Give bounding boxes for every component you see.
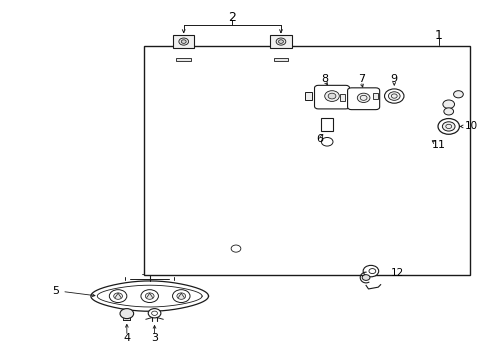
Circle shape <box>179 38 188 45</box>
Bar <box>340 94 345 102</box>
Text: 7: 7 <box>357 74 364 84</box>
Circle shape <box>384 89 403 103</box>
Text: 11: 11 <box>431 140 445 150</box>
Bar <box>173 35 194 48</box>
Text: 5: 5 <box>52 287 59 296</box>
Bar <box>143 46 468 275</box>
Circle shape <box>387 92 399 100</box>
Bar <box>372 93 377 99</box>
Circle shape <box>321 138 332 146</box>
Text: 3: 3 <box>151 333 158 343</box>
Circle shape <box>278 40 283 43</box>
Circle shape <box>327 93 335 99</box>
Circle shape <box>437 118 458 134</box>
Text: 2: 2 <box>228 11 236 24</box>
Circle shape <box>172 290 190 302</box>
Circle shape <box>368 269 375 274</box>
FancyBboxPatch shape <box>314 85 349 109</box>
Circle shape <box>357 93 369 103</box>
Circle shape <box>443 108 453 115</box>
Circle shape <box>276 38 285 45</box>
Circle shape <box>442 100 454 109</box>
Text: 4: 4 <box>123 333 130 343</box>
Bar <box>305 92 311 100</box>
Text: 10: 10 <box>464 121 477 131</box>
Bar <box>321 118 332 131</box>
Circle shape <box>114 293 122 299</box>
Circle shape <box>141 290 158 302</box>
Text: 6: 6 <box>316 134 323 144</box>
Circle shape <box>231 245 241 252</box>
FancyBboxPatch shape <box>347 88 379 110</box>
Bar <box>270 35 291 48</box>
Circle shape <box>109 290 126 302</box>
Text: 12: 12 <box>389 268 403 278</box>
Circle shape <box>177 293 185 299</box>
Circle shape <box>145 293 154 299</box>
Circle shape <box>442 122 454 131</box>
Text: 1: 1 <box>434 29 442 42</box>
Text: 9: 9 <box>390 74 397 84</box>
Circle shape <box>362 275 369 280</box>
Bar <box>273 58 287 62</box>
Bar <box>176 58 191 62</box>
Circle shape <box>363 265 378 277</box>
Text: 8: 8 <box>321 73 327 84</box>
Circle shape <box>453 91 462 98</box>
Circle shape <box>148 309 161 318</box>
Circle shape <box>181 40 186 43</box>
Circle shape <box>324 91 339 102</box>
Circle shape <box>120 309 133 319</box>
